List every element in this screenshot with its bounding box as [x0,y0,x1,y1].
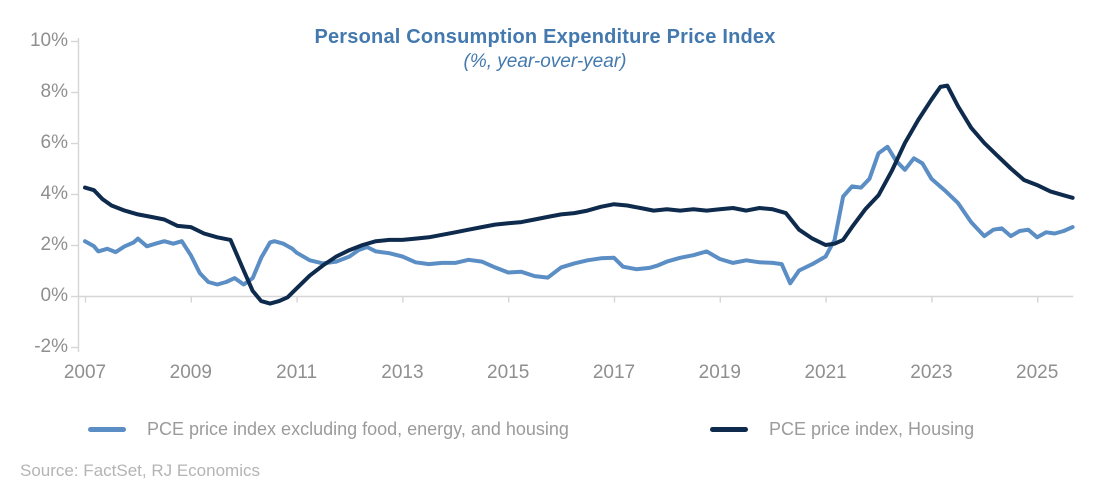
x-tick-label-2007: 2007 [63,362,107,383]
y-tick-label-10: 10% [29,30,68,51]
legend-swatch-dark-navy-line [710,426,748,432]
y-tick-label-8: 8% [40,81,68,102]
chart-title: Personal Consumption Expenditure Price I… [314,26,776,48]
x-tick-label-2025: 2025 [1016,362,1059,383]
y-tick-label-2: 2% [40,234,68,255]
x-tick-label-2017: 2017 [592,362,636,383]
x-tick-label-2023: 2023 [910,362,953,383]
source-attribution: Source: FactSet, RJ Economics [20,461,260,480]
legend: PCE price index excluding food, energy, … [0,416,1104,442]
legend-label-excl-food-energy-housing: PCE price index excluding food, energy, … [147,418,569,439]
series-line-housing [83,83,1075,306]
x-tick-label-2013: 2013 [381,362,424,383]
x-tick-label-2015: 2015 [487,362,530,383]
series-line-excl-food-energy-housing [83,144,1075,287]
chart-subtitle: (%, year-over-year) [463,51,627,72]
legend-item-housing: PCE price index, Housing [710,416,974,442]
x-tick-label-2019: 2019 [698,362,741,383]
legend-label-housing: PCE price index, Housing [769,418,975,439]
legend-swatch-light-blue-line [88,426,126,432]
x-tick-label-2011: 2011 [276,362,318,383]
x-tick-label-2009: 2009 [169,362,212,383]
legend-item-excl-food-energy-housing: PCE price index excluding food, energy, … [88,416,569,442]
y-tick-label--2: -2% [34,336,68,357]
x-tick-label-2021: 2021 [804,362,847,383]
y-tick-label-4: 4% [40,183,68,204]
y-tick-label-6: 6% [40,132,68,153]
y-tick-label-0: 0% [40,285,68,306]
